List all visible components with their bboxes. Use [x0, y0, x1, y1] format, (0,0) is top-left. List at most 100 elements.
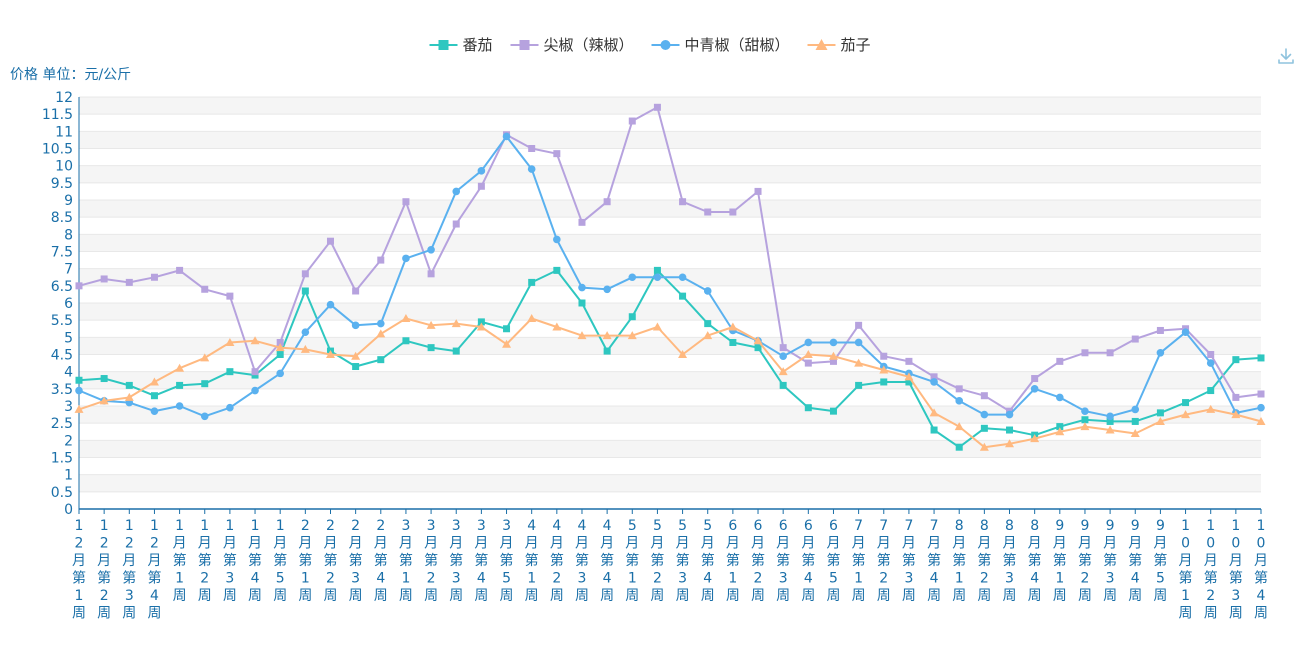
data-point[interactable]	[578, 299, 586, 307]
data-point[interactable]	[1130, 428, 1140, 437]
data-point[interactable]	[1056, 393, 1064, 402]
data-point[interactable]	[1081, 416, 1089, 424]
data-point[interactable]	[427, 245, 435, 254]
data-point[interactable]	[552, 322, 562, 331]
data-point[interactable]	[477, 182, 485, 190]
data-point[interactable]	[754, 187, 762, 195]
data-point[interactable]	[402, 254, 410, 263]
data-point[interactable]	[276, 351, 284, 358]
data-point[interactable]	[201, 285, 209, 293]
data-point[interactable]	[200, 412, 209, 421]
data-point[interactable]	[503, 325, 511, 333]
data-point[interactable]	[955, 397, 964, 405]
data-point[interactable]	[804, 404, 812, 412]
data-point[interactable]	[904, 372, 914, 381]
data-point[interactable]	[452, 187, 461, 196]
data-point[interactable]	[401, 313, 411, 322]
data-point[interactable]	[652, 322, 662, 331]
data-point[interactable]	[653, 273, 662, 282]
data-point[interactable]	[980, 392, 988, 400]
data-point[interactable]	[502, 339, 512, 348]
data-point[interactable]	[603, 347, 611, 355]
data-point[interactable]	[452, 220, 460, 228]
data-point[interactable]	[527, 313, 537, 322]
data-point[interactable]	[325, 350, 335, 358]
data-point[interactable]	[251, 386, 259, 395]
data-point[interactable]	[1030, 434, 1040, 443]
data-point[interactable]	[703, 331, 713, 340]
data-point[interactable]	[476, 322, 486, 331]
data-point[interactable]	[577, 331, 587, 340]
data-point[interactable]	[627, 331, 637, 340]
data-point[interactable]	[1081, 349, 1089, 357]
data-point[interactable]	[276, 369, 284, 378]
data-point[interactable]	[704, 320, 712, 328]
data-point[interactable]	[954, 422, 964, 431]
data-point[interactable]	[300, 344, 310, 353]
data-point[interactable]	[301, 270, 309, 278]
data-point[interactable]	[150, 392, 158, 400]
data-point[interactable]	[929, 408, 939, 417]
data-point[interactable]	[1106, 349, 1114, 357]
data-point[interactable]	[99, 396, 109, 405]
data-point[interactable]	[251, 368, 259, 376]
data-point[interactable]	[955, 385, 963, 393]
data-point[interactable]	[1006, 426, 1014, 434]
data-point[interactable]	[1105, 425, 1115, 434]
data-point[interactable]	[804, 359, 812, 367]
data-point[interactable]	[402, 337, 410, 345]
data-point[interactable]	[377, 256, 385, 264]
data-point[interactable]	[1155, 416, 1165, 425]
data-point[interactable]	[979, 442, 989, 451]
data-point[interactable]	[578, 283, 586, 292]
data-point[interactable]	[1232, 356, 1240, 364]
data-point[interactable]	[427, 270, 435, 278]
data-point[interactable]	[150, 407, 159, 415]
data-point[interactable]	[980, 424, 988, 432]
data-point[interactable]	[1257, 390, 1265, 398]
data-point[interactable]	[779, 381, 787, 389]
data-point[interactable]	[1106, 417, 1114, 425]
data-point[interactable]	[1080, 422, 1090, 431]
data-point[interactable]	[1257, 354, 1265, 362]
legend-item-1[interactable]: 尖椒（辣椒）	[510, 36, 634, 54]
data-point[interactable]	[1030, 385, 1039, 393]
data-point[interactable]	[1181, 410, 1191, 419]
data-point[interactable]	[653, 266, 661, 274]
data-point[interactable]	[930, 373, 938, 381]
data-point[interactable]	[502, 132, 511, 141]
data-point[interactable]	[226, 292, 234, 300]
data-point[interactable]	[1256, 416, 1266, 425]
legend-item-0[interactable]: 番茄	[429, 36, 493, 54]
data-point[interactable]	[930, 426, 938, 434]
data-point[interactable]	[75, 376, 83, 384]
data-point[interactable]	[1207, 351, 1215, 358]
data-point[interactable]	[75, 386, 83, 395]
data-point[interactable]	[779, 352, 787, 361]
data-point[interactable]	[275, 343, 285, 352]
data-point[interactable]	[829, 357, 837, 365]
data-point[interactable]	[603, 285, 611, 294]
data-point[interactable]	[1257, 403, 1265, 412]
series-1[interactable]	[75, 103, 1265, 415]
data-point[interactable]	[1131, 405, 1140, 414]
data-point[interactable]	[377, 356, 385, 364]
data-point[interactable]	[855, 381, 863, 389]
data-point[interactable]	[1131, 335, 1139, 343]
legend-item-3[interactable]: 茄子	[807, 36, 871, 54]
data-point[interactable]	[352, 287, 360, 295]
data-point[interactable]	[729, 208, 737, 216]
data-point[interactable]	[855, 321, 863, 329]
data-point[interactable]	[1231, 410, 1241, 419]
data-point[interactable]	[100, 275, 108, 283]
data-point[interactable]	[528, 145, 536, 152]
data-point[interactable]	[1106, 412, 1114, 421]
data-point[interactable]	[628, 313, 636, 321]
data-point[interactable]	[527, 165, 536, 173]
data-point[interactable]	[426, 320, 436, 329]
data-point[interactable]	[678, 273, 687, 282]
data-point[interactable]	[427, 344, 435, 352]
data-point[interactable]	[176, 381, 184, 389]
data-point[interactable]	[704, 208, 712, 216]
data-point[interactable]	[955, 443, 963, 451]
